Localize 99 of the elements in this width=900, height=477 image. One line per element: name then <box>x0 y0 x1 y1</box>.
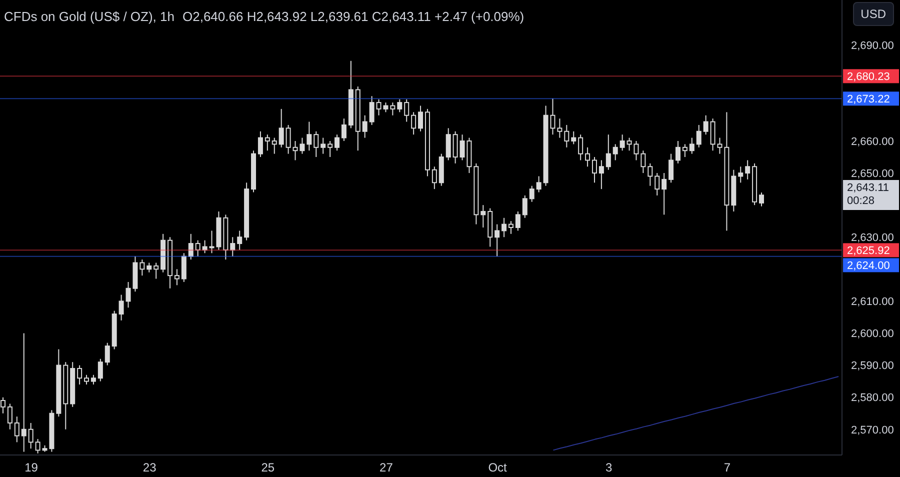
candlestick <box>390 102 396 116</box>
candlestick <box>314 130 319 158</box>
candlestick <box>696 124 702 148</box>
text: 2,643.11 <box>847 182 890 196</box>
y-tick-label: 2,650.00 <box>851 168 894 180</box>
candlestick <box>118 294 124 321</box>
candlestick <box>14 416 20 443</box>
candlestick <box>557 118 562 138</box>
candlestick <box>522 194 528 218</box>
x-tick-label: 7 <box>724 460 731 475</box>
candlestick <box>278 108 284 148</box>
candlestick <box>640 150 646 174</box>
candlestick <box>432 166 437 190</box>
candlestick <box>745 160 750 180</box>
y-tick-label: 2,590.00 <box>851 360 894 372</box>
candlestick <box>362 114 368 138</box>
ref-line-label: 2,680.23 <box>847 71 890 84</box>
x-tick-label: 25 <box>261 460 275 475</box>
candlestick <box>682 144 688 158</box>
candlestick <box>404 98 410 122</box>
candlestick <box>84 374 90 386</box>
candlestick <box>502 217 507 238</box>
y-tick-label: 2,690.00 <box>851 40 894 52</box>
candlestick <box>585 146 590 168</box>
candlestick <box>334 134 340 152</box>
candlestick <box>181 252 186 282</box>
candlestick <box>564 124 570 148</box>
candlestick <box>104 342 110 366</box>
candlestick <box>202 240 208 254</box>
candlestick <box>418 105 424 132</box>
text: O2,640.66 H2,643.92 L2,639.61 C2,643.11 +2.47 (+0.09%) <box>182 9 524 24</box>
ref-line-label: 2,673.22 <box>847 94 890 106</box>
candlestick <box>578 134 584 161</box>
candlestick <box>35 438 40 454</box>
text: CFDs on Gold (US$ / OZ), 1h <box>4 9 174 24</box>
line-series <box>552 376 840 451</box>
candlestick <box>668 153 674 184</box>
y-tick-label: 2,630.00 <box>851 232 894 244</box>
y-tick-label: 2,610.00 <box>851 296 894 308</box>
candlestick <box>264 134 270 152</box>
candlestick <box>154 262 159 280</box>
candlestick <box>598 160 604 190</box>
candlestick <box>258 130 263 158</box>
candlestick <box>738 166 744 184</box>
candlestick <box>28 422 34 450</box>
text: 00:28 <box>847 195 876 208</box>
candlestick <box>21 332 26 452</box>
candlestick <box>571 130 576 145</box>
candlestick <box>77 364 82 386</box>
candlestick <box>529 185 534 202</box>
candlestick <box>397 98 402 113</box>
candlestick <box>592 156 597 184</box>
candlestick <box>536 176 542 193</box>
candlestick <box>174 268 180 286</box>
candlestick <box>480 204 486 228</box>
candlestick <box>446 128 451 161</box>
candlestick <box>272 137 277 154</box>
candlestick <box>146 262 152 273</box>
candlestick <box>758 192 764 207</box>
candlestick <box>452 130 458 164</box>
candlestick <box>703 114 708 136</box>
candlestick <box>188 233 194 260</box>
candlestick <box>341 118 346 142</box>
candlestick <box>320 137 326 154</box>
candlestick <box>675 140 680 164</box>
ref-line-label: 2,624.00 <box>847 260 890 272</box>
y-tick-label: 2,580.00 <box>851 392 894 404</box>
y-tick-label: 2,660.00 <box>851 136 894 148</box>
candlestick <box>306 121 312 152</box>
candlestick <box>98 358 103 382</box>
x-tick-label: 3 <box>606 460 613 475</box>
candlestick <box>328 140 333 158</box>
text: USD <box>852 2 894 26</box>
candlestick <box>90 374 96 386</box>
x-tick-label: 23 <box>142 460 157 475</box>
candlestick <box>648 162 653 186</box>
candlestick <box>237 230 242 250</box>
candlestick <box>689 137 694 154</box>
candlestick <box>286 124 291 154</box>
candlestick <box>508 220 514 234</box>
y-tick-label: 2,600.00 <box>851 328 894 340</box>
candlestick <box>7 403 12 430</box>
candlestick <box>606 134 611 170</box>
candlestick <box>230 236 236 257</box>
candlestick <box>662 172 667 216</box>
y-tick-label: 2,570.00 <box>851 424 894 436</box>
x-tick-label: 27 <box>380 460 394 475</box>
candlestick <box>411 112 416 136</box>
candlestick <box>195 240 200 257</box>
candlestick <box>620 134 625 152</box>
candlestick <box>515 210 520 232</box>
candlestick <box>494 224 500 257</box>
x-tick-label: Oct <box>488 460 508 475</box>
ref-line-label: 2,625.92 <box>847 245 890 258</box>
candlestick <box>654 172 660 196</box>
x-tick-label: 19 <box>24 460 38 475</box>
candlestick <box>369 96 374 126</box>
candlestick <box>140 259 145 276</box>
candlestick <box>612 144 618 161</box>
